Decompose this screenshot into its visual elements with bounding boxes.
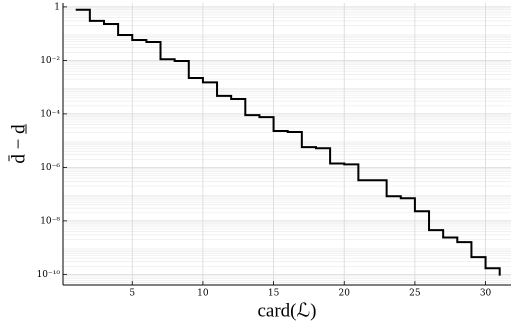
y-tick-label: 10⁻⁶ [40,163,60,173]
y-tick-label: 10⁻⁸ [40,216,60,226]
y-tick-label: 10⁻⁴ [40,109,60,119]
x-tick-label: 10 [197,289,209,299]
y-tick-label: 10⁻² [40,56,60,66]
y-tick-label: 1 [54,2,60,12]
step-line [75,8,501,276]
x-tick-label: 15 [268,289,280,299]
x-axis-label: card(ℒ) [257,300,316,321]
y-axis-label: d̄ − d̲ [8,124,29,164]
x-tick-label: 20 [339,289,351,299]
y-tick-label: 10⁻¹⁰ [37,270,61,280]
x-tick-label: 25 [409,289,421,299]
x-tick-label: 30 [480,289,492,299]
x-tick-label: 5 [129,289,135,299]
